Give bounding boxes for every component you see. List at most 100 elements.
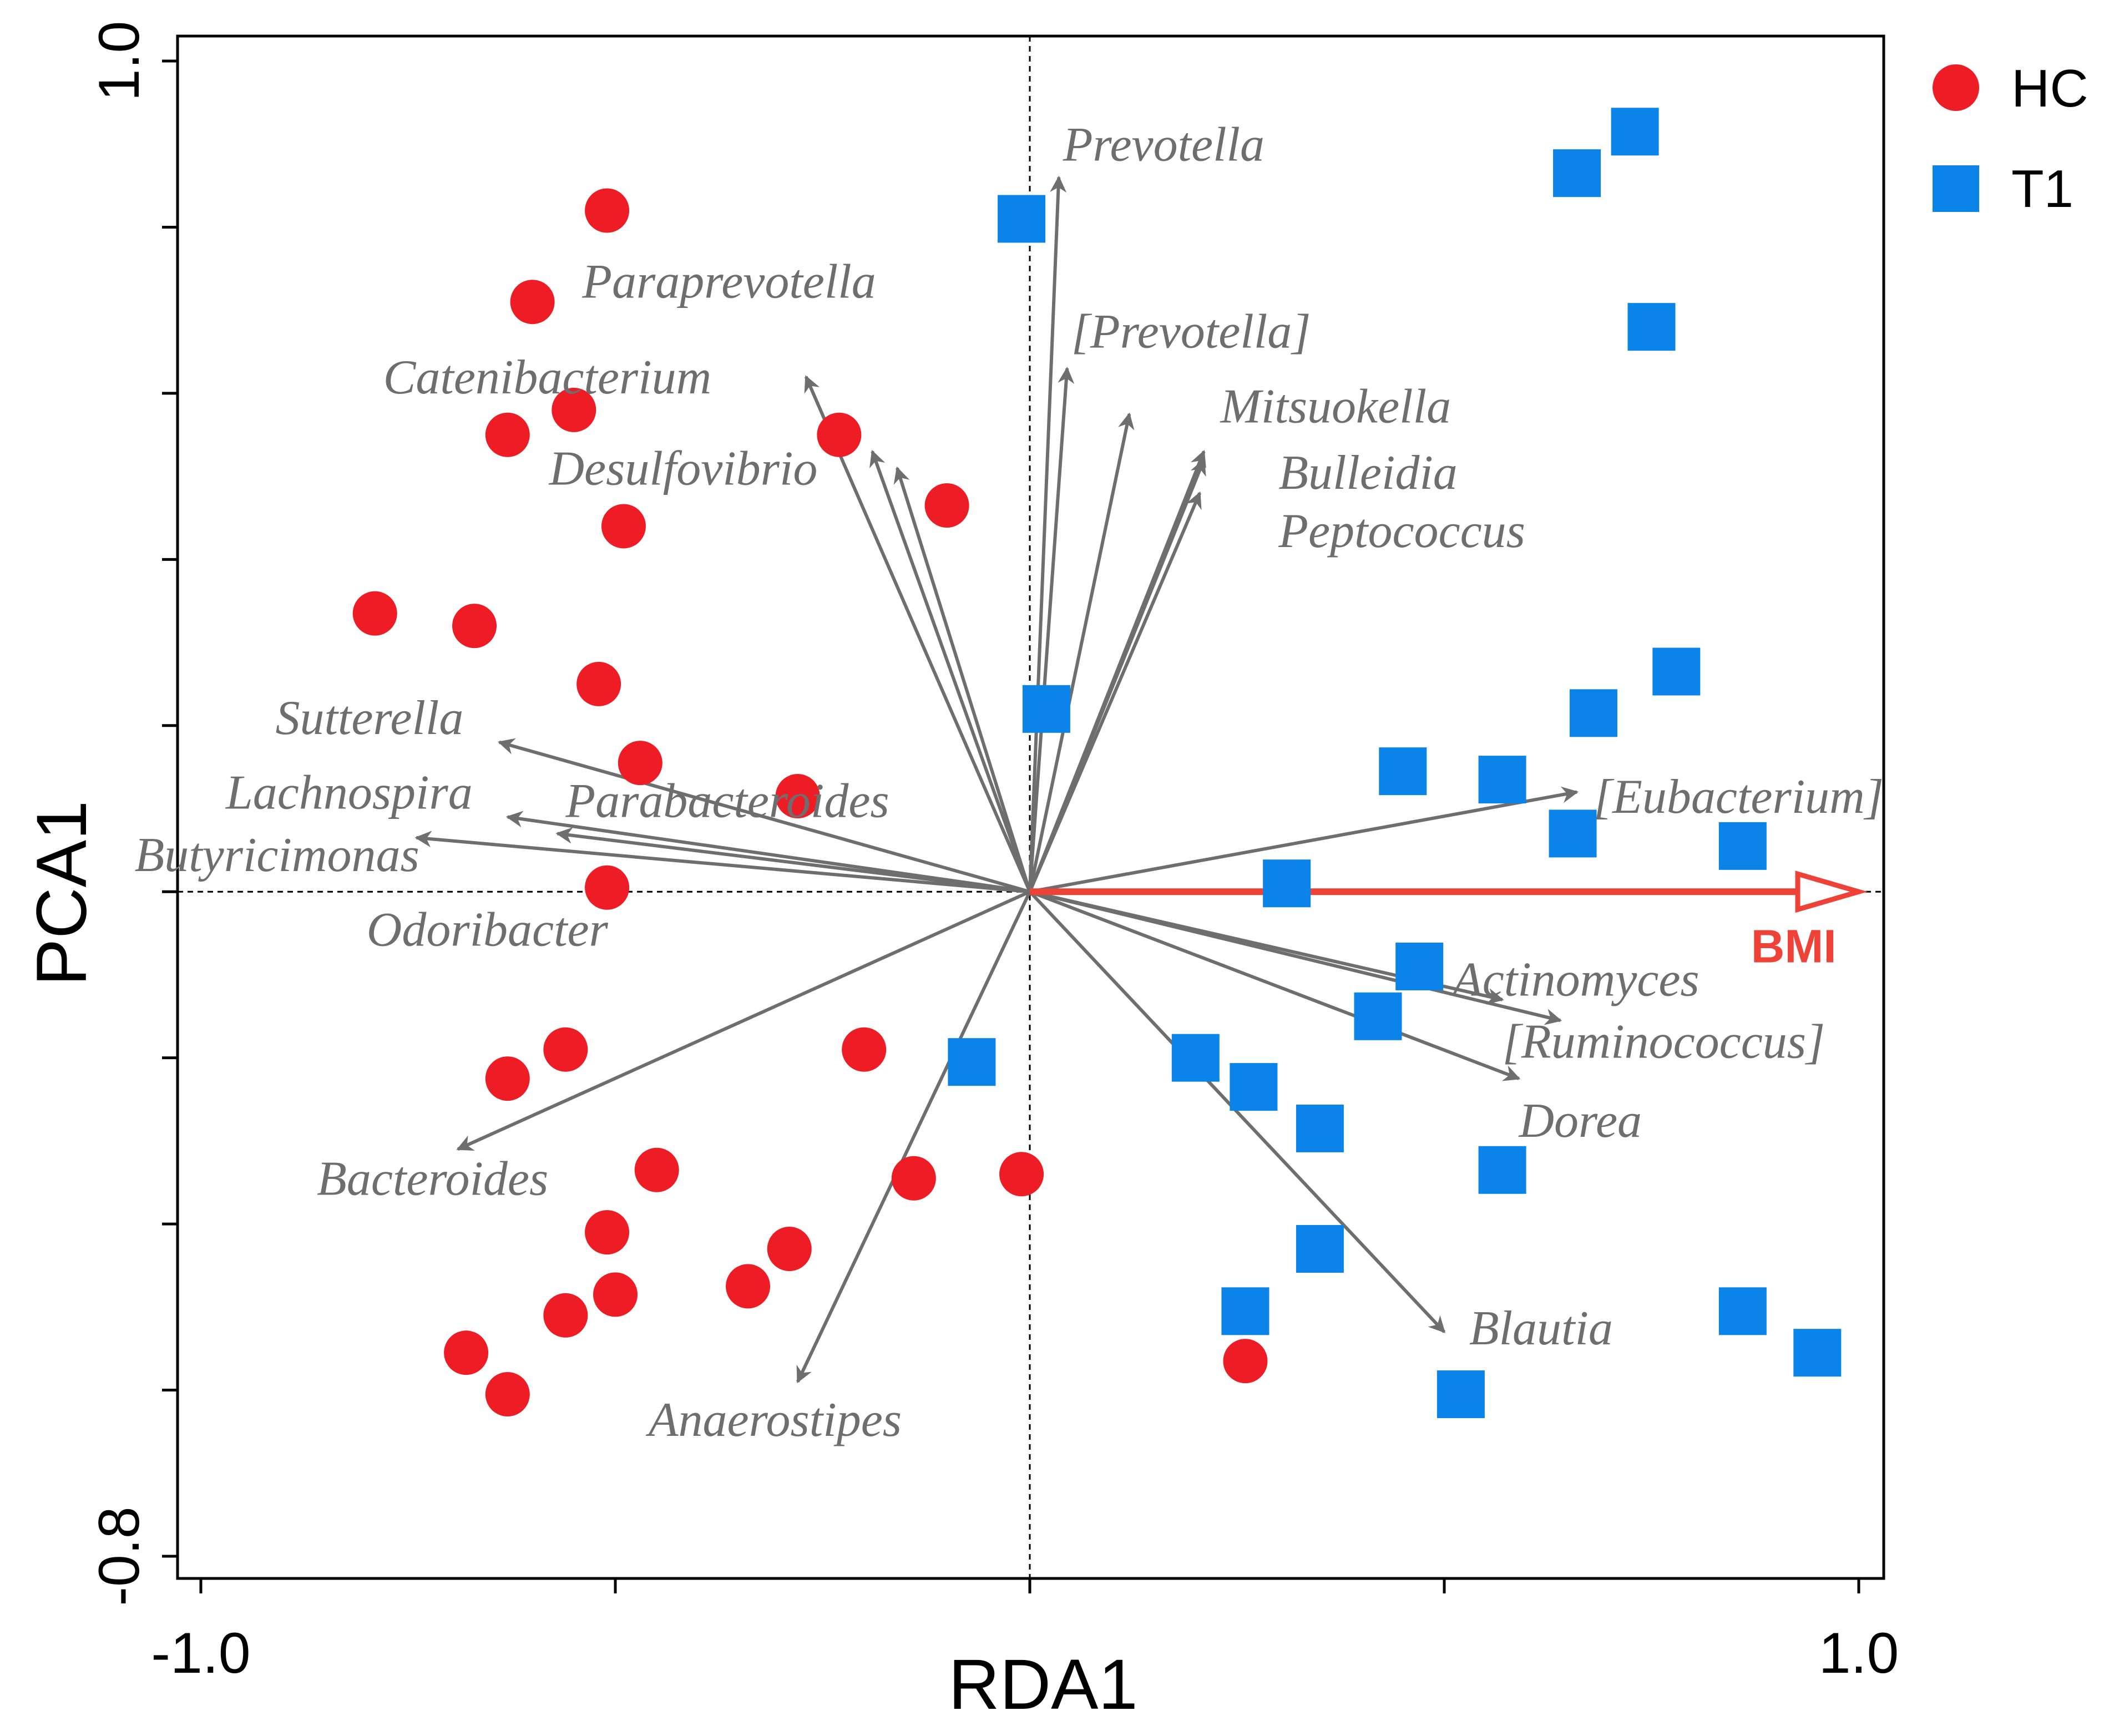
taxon-label: Odoribacter	[367, 903, 609, 957]
point-t1	[1793, 1329, 1842, 1377]
taxon-label: Anaerostipes	[646, 1393, 902, 1447]
taxon-label: Catenibacterium	[383, 351, 711, 404]
point-t1	[1718, 1287, 1767, 1335]
point-t1	[1437, 1370, 1485, 1419]
y-tick-label: 1.0	[87, 21, 151, 102]
sample-points	[352, 108, 1842, 1419]
point-t1	[1379, 747, 1427, 796]
species-arrow-bacteroides	[456, 890, 1031, 1151]
taxon-labels: Prevotella Paraprevotella [Prevotella] Cate…	[134, 118, 1884, 1447]
point-hc	[352, 591, 397, 636]
species-arrow-lachnospira	[505, 811, 1030, 894]
point-hc	[485, 1056, 530, 1101]
point-hc	[585, 1210, 630, 1255]
point-t1	[1478, 1146, 1526, 1194]
legend-t1-marker	[1933, 165, 1979, 212]
point-t1	[1611, 108, 1659, 156]
taxon-label: [Eubacterium]	[1594, 770, 1884, 824]
point-hc	[618, 741, 662, 786]
taxon-label: Actinomyces	[1450, 953, 1700, 1006]
species-arrow-desulfovibrio	[893, 466, 1031, 893]
point-hc	[593, 1272, 638, 1317]
point-t1	[1230, 1063, 1278, 1111]
species-arrows	[414, 175, 1579, 1384]
taxon-label: Sutterella	[275, 691, 463, 745]
point-t1	[1553, 149, 1601, 198]
x-tick-label: 1.0	[1819, 1621, 1899, 1686]
point-hc	[585, 188, 630, 233]
point-hc	[634, 1147, 679, 1192]
bmi-label: BMI	[1751, 920, 1837, 972]
point-hc	[552, 387, 596, 432]
x-axis-title: RDA1	[948, 1645, 1137, 1724]
taxon-label: Bacteroides	[317, 1152, 548, 1206]
point-hc	[510, 280, 555, 325]
point-t1	[1549, 809, 1597, 858]
point-hc	[924, 483, 969, 528]
taxon-label: [Ruminococcus]	[1503, 1015, 1825, 1069]
species-arrow-paraprevotella	[804, 375, 1031, 893]
point-t1	[1569, 689, 1617, 737]
point-t1	[1395, 942, 1444, 990]
species-arrow-parabacteroides	[555, 827, 1030, 894]
point-hc	[817, 412, 862, 457]
bmi-arrow-head	[1795, 870, 1868, 913]
legend: HC T1	[1933, 59, 2088, 219]
point-hc	[842, 1027, 887, 1072]
point-hc	[601, 504, 646, 549]
point-t1	[1022, 685, 1070, 733]
taxon-label: Dorea	[1518, 1094, 1642, 1148]
point-hc	[543, 1293, 588, 1338]
species-arrow-eubacterium	[1029, 786, 1579, 894]
point-hc	[891, 1156, 936, 1201]
point-t1	[1627, 303, 1676, 351]
point-hc	[576, 661, 621, 706]
point-hc	[585, 865, 630, 910]
point-hc	[726, 1264, 771, 1309]
taxon-label: Parabacteroides	[565, 774, 889, 828]
x-tick-label: -1.0	[151, 1621, 250, 1686]
taxon-label: Lachnospira	[225, 766, 473, 820]
point-t1	[1221, 1287, 1270, 1335]
taxon-label: Mitsuokella	[1220, 379, 1451, 433]
species-arrow-desulfovibrio	[869, 449, 1031, 893]
point-hc	[485, 1372, 530, 1417]
point-t1	[1718, 822, 1767, 870]
point-t1	[1171, 1034, 1220, 1082]
point-t1	[998, 195, 1046, 243]
species-arrow-butyricimonas	[414, 831, 1030, 894]
point-t1	[1296, 1104, 1344, 1152]
point-hc	[543, 1027, 588, 1072]
point-t1	[1652, 647, 1701, 696]
point-hc	[1223, 1339, 1268, 1384]
taxon-label: Prevotella	[1063, 118, 1265, 172]
point-t1	[1263, 859, 1311, 908]
taxon-label: Peptococcus	[1278, 504, 1525, 558]
legend-hc-marker	[1933, 64, 1979, 111]
species-arrow-prevotella	[1028, 175, 1067, 892]
point-hc	[444, 1330, 489, 1375]
taxon-label: Blautia	[1469, 1302, 1613, 1355]
axis-ticks	[162, 59, 1860, 1593]
species-arrow-mitsuokella	[1028, 412, 1135, 892]
species-arrow-dorea	[1029, 890, 1521, 1081]
species-arrow-peptococcus	[1028, 491, 1202, 893]
legend-t1-label: T1	[2011, 159, 2073, 219]
point-hc	[452, 604, 497, 649]
point-t1	[1478, 756, 1526, 804]
point-t1	[948, 1038, 996, 1086]
point-hc	[775, 774, 820, 819]
species-arrow-prevotella	[1028, 366, 1075, 892]
point-hc	[767, 1227, 812, 1272]
environment-arrow	[1030, 870, 1868, 913]
point-t1	[1296, 1225, 1344, 1273]
species-arrow-blautia	[1028, 890, 1446, 1333]
y-tick-label: -0.8	[87, 1506, 151, 1606]
taxon-label: Paraprevotella	[581, 255, 876, 309]
tick-labels: -1.0 1.0 1.0 -0.8	[87, 21, 1899, 1686]
species-arrow-sutterella	[497, 738, 1030, 894]
point-hc	[485, 412, 530, 457]
point-hc	[999, 1152, 1044, 1197]
taxon-label: Desulfovibrio	[548, 442, 817, 496]
